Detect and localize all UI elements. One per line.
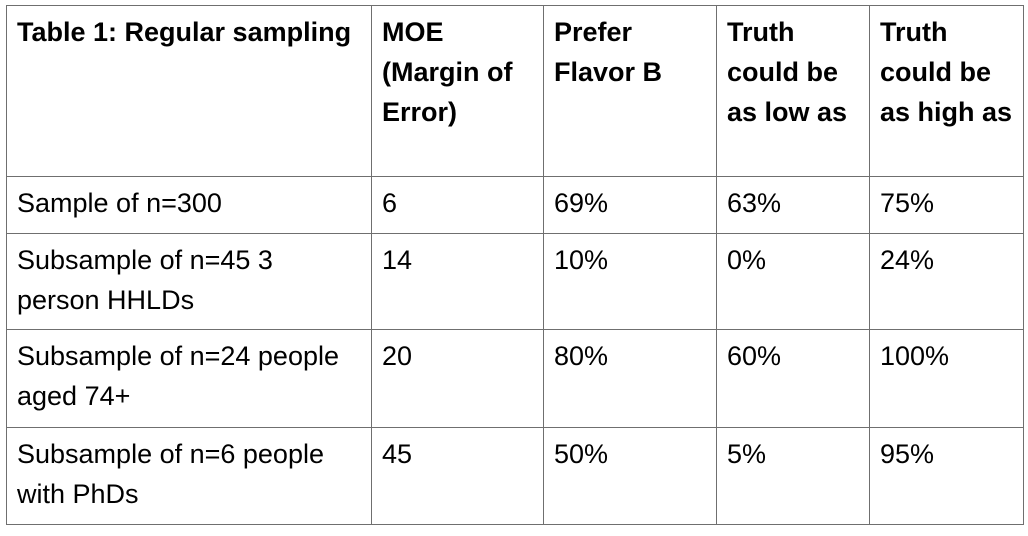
cell-high: 95% xyxy=(869,427,1024,525)
cell-high: 100% xyxy=(869,329,1024,428)
header-table-title: Table 1: Regular sampling xyxy=(6,5,372,177)
header-truth-high: Truth could be as high as xyxy=(869,5,1024,177)
header-prefer-flavor-b: Prefer Flavor B xyxy=(543,5,717,177)
cell-moe: 6 xyxy=(371,176,544,234)
cell-prefer: 50% xyxy=(543,427,717,525)
cell-prefer: 10% xyxy=(543,233,717,330)
header-moe: MOE (Margin of Error) xyxy=(371,5,544,177)
cell-prefer: 80% xyxy=(543,329,717,428)
cell-low: 5% xyxy=(716,427,870,525)
table-row: Subsample of n=45 3 person HHLDs 14 10% … xyxy=(6,233,1024,330)
cell-moe: 20 xyxy=(371,329,544,428)
header-row: Table 1: Regular sampling MOE (Margin of… xyxy=(6,5,1024,177)
table-row: Subsample of n=6 people with PhDs 45 50%… xyxy=(6,427,1024,525)
table-row: Subsample of n=24 people aged 74+ 20 80%… xyxy=(6,329,1024,428)
cell-moe: 45 xyxy=(371,427,544,525)
cell-moe: 14 xyxy=(371,233,544,330)
cell-sample: Sample of n=300 xyxy=(6,176,372,234)
header-truth-low: Truth could be as low as xyxy=(716,5,870,177)
cell-low: 0% xyxy=(716,233,870,330)
table-row: Sample of n=300 6 69% 63% 75% xyxy=(6,176,1024,234)
sampling-table: Table 1: Regular sampling MOE (Margin of… xyxy=(6,5,1024,525)
cell-low: 63% xyxy=(716,176,870,234)
cell-prefer: 69% xyxy=(543,176,717,234)
cell-high: 24% xyxy=(869,233,1024,330)
cell-sample: Subsample of n=24 people aged 74+ xyxy=(6,329,372,428)
cell-sample: Subsample of n=45 3 person HHLDs xyxy=(6,233,372,330)
cell-sample: Subsample of n=6 people with PhDs xyxy=(6,427,372,525)
cell-high: 75% xyxy=(869,176,1024,234)
cell-low: 60% xyxy=(716,329,870,428)
